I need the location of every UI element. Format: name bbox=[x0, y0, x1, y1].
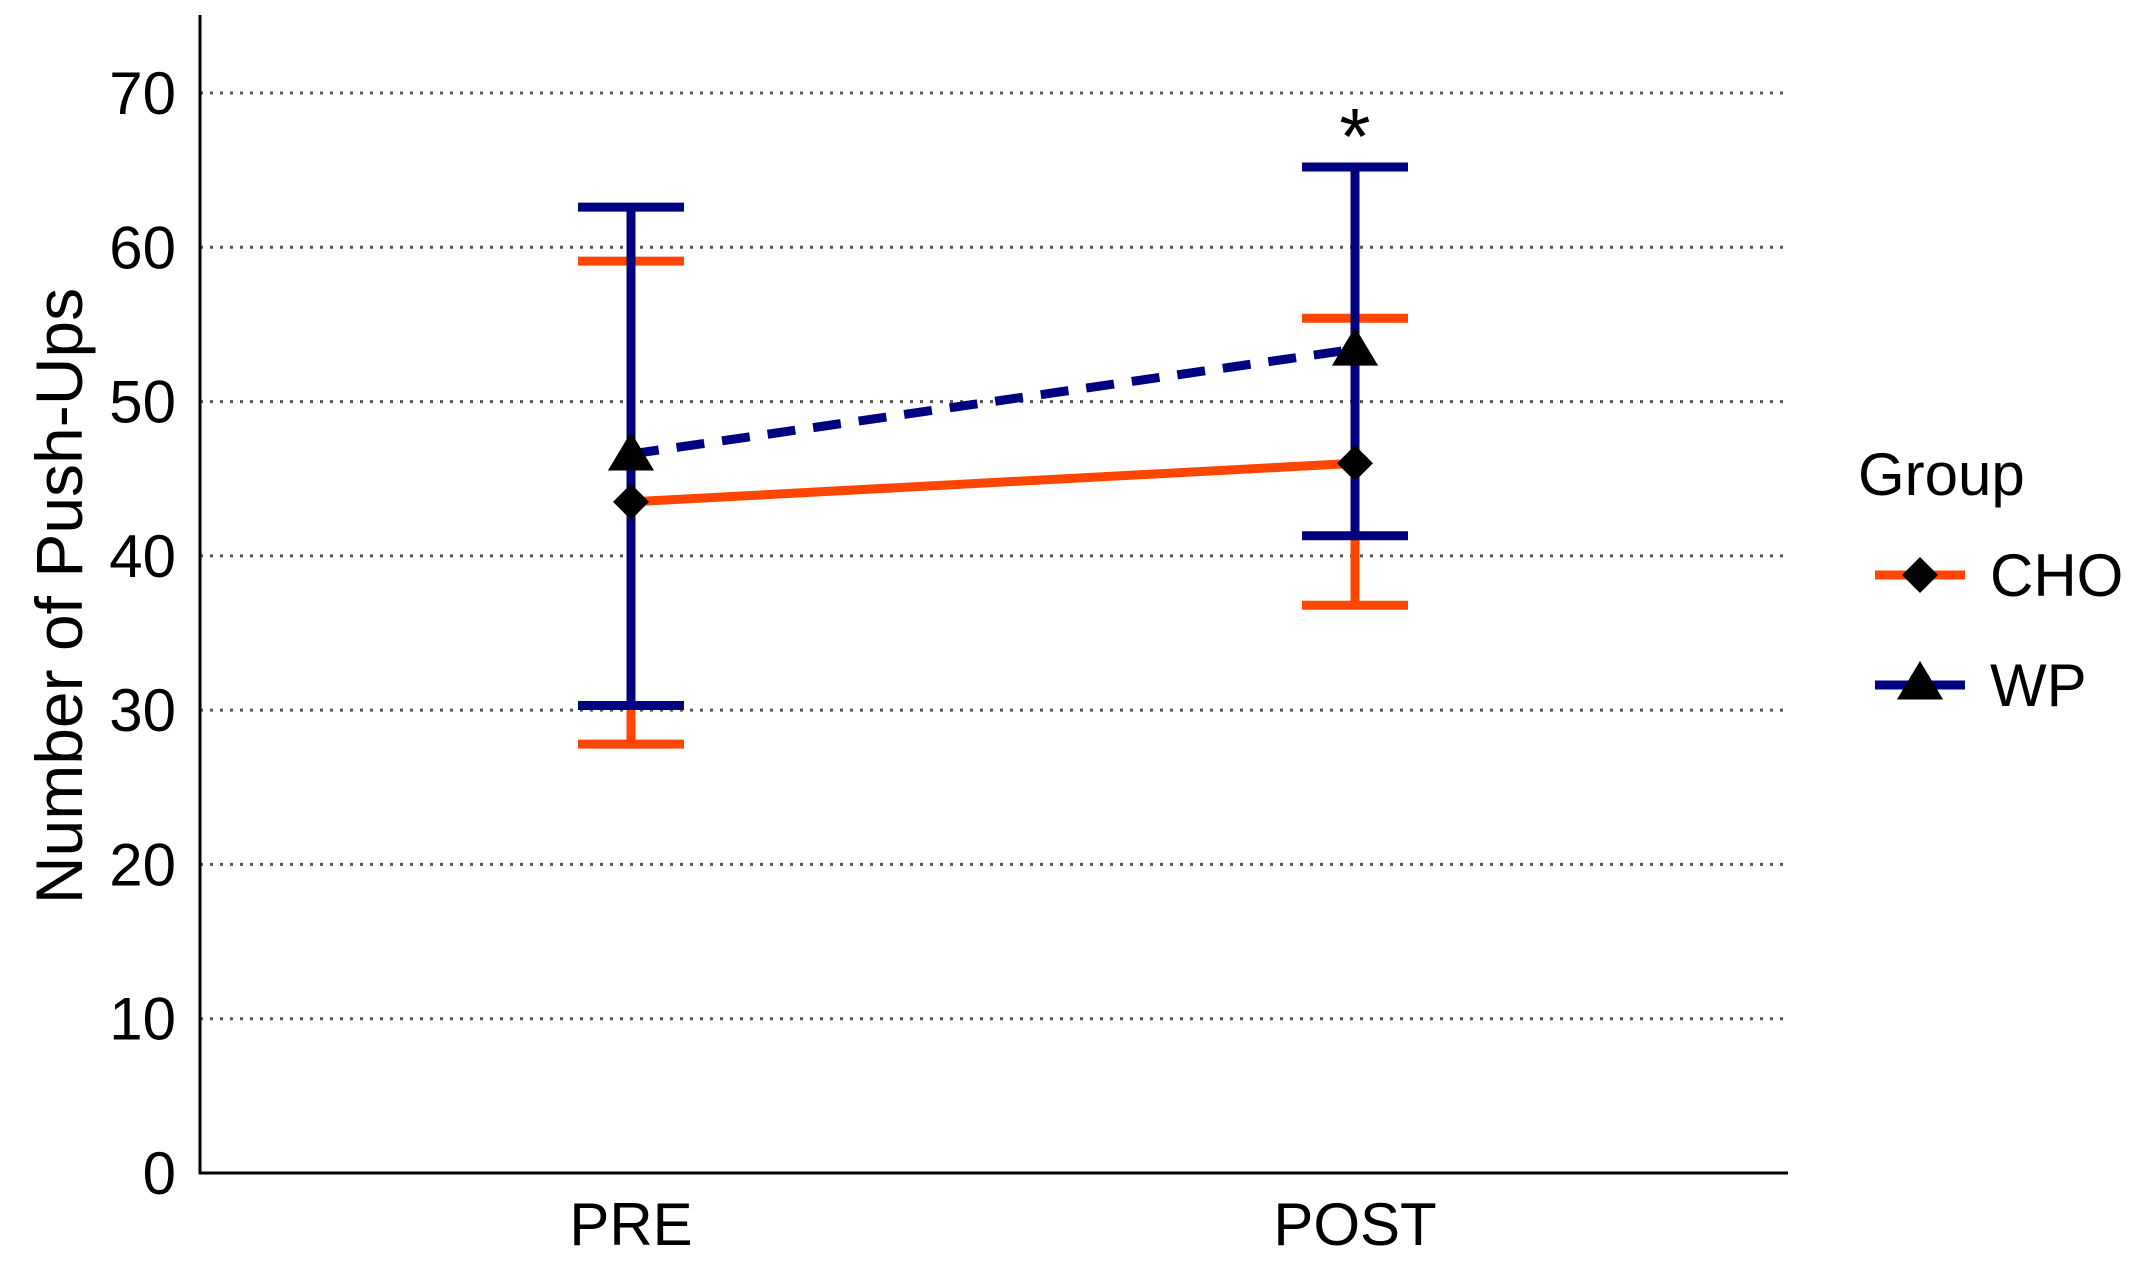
legend: Group CHO WP bbox=[1858, 441, 2123, 719]
legend-title: Group bbox=[1858, 441, 2025, 508]
y-tick-label: 30 bbox=[109, 677, 176, 744]
y-axis-title: Number of Push-Ups bbox=[22, 288, 96, 904]
legend-label: CHO bbox=[1990, 542, 2123, 609]
series-wp-points bbox=[607, 327, 1379, 471]
series-line-cho bbox=[630, 458, 1356, 507]
y-tick-label: 0 bbox=[143, 1140, 176, 1207]
series-cho-points bbox=[613, 445, 1373, 520]
y-tick-label: 60 bbox=[109, 214, 176, 281]
legend-item-cho: CHO bbox=[1875, 542, 2123, 609]
y-tick-label: 70 bbox=[109, 60, 176, 127]
annotations: * bbox=[1339, 92, 1370, 181]
y-tick-label: 40 bbox=[109, 523, 176, 590]
grid-lines bbox=[200, 91, 1788, 1021]
y-tick-labels: 0 10 20 30 40 50 60 70 bbox=[109, 60, 176, 1207]
y-tick-label: 20 bbox=[109, 831, 176, 898]
y-tick-label: 10 bbox=[109, 986, 176, 1053]
legend-marker bbox=[1896, 661, 1944, 700]
axes bbox=[198, 15, 1788, 1175]
x-tick-label: POST bbox=[1273, 1191, 1436, 1258]
legend-label: WP bbox=[1990, 652, 2087, 719]
significance-marker: * bbox=[1339, 92, 1370, 181]
series-cho-errorbars bbox=[578, 256, 1408, 749]
legend-marker bbox=[1902, 557, 1938, 593]
data-point bbox=[607, 432, 655, 471]
x-tick-labels: PRE POST bbox=[569, 1191, 1436, 1258]
data-point bbox=[1337, 445, 1373, 482]
series bbox=[578, 162, 1408, 749]
x-tick-label: PRE bbox=[569, 1191, 692, 1258]
data-point bbox=[613, 483, 649, 520]
legend-item-wp: WP bbox=[1875, 652, 2087, 719]
y-tick-label: 50 bbox=[109, 369, 176, 436]
series-line-wp bbox=[630, 344, 1356, 459]
data-point bbox=[1331, 327, 1379, 366]
